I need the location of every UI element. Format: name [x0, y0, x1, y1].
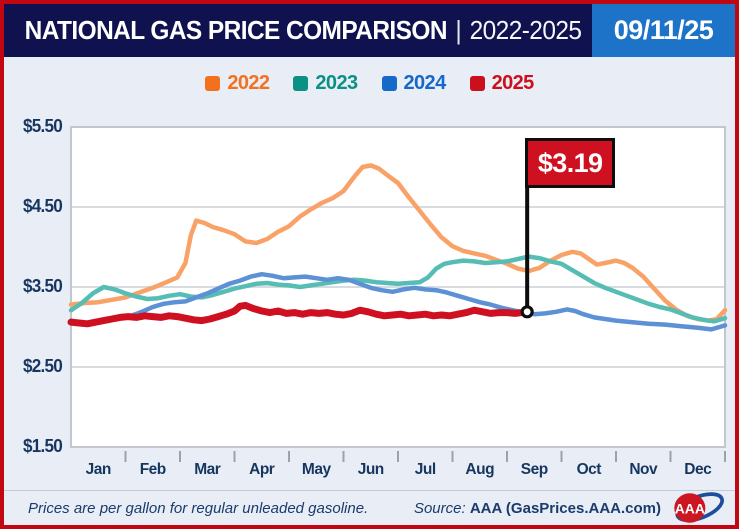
x-axis-label-nov: Nov: [629, 461, 658, 478]
price-marker: [520, 305, 534, 319]
legend-item-2022: 2022: [205, 71, 270, 95]
source-label: Source:: [413, 499, 466, 517]
legend-label: 2023: [315, 71, 358, 94]
source-value: AAA (GasPrices.AAA.com): [469, 499, 661, 517]
legend-swatch-icon: [469, 75, 485, 91]
title-range: 2022-2025: [469, 15, 582, 45]
series-line-2025: [67, 301, 531, 328]
x-axis-label-mar: Mar: [194, 461, 221, 478]
series-line-2023: [68, 254, 728, 324]
title-separator: |: [455, 15, 462, 45]
legend-swatch-icon: [293, 75, 309, 91]
aaa-logo-icon: AAA: [674, 492, 724, 523]
y-axis-label: $2.50: [23, 356, 63, 376]
x-axis-label-feb: Feb: [139, 461, 167, 478]
legend-item-2023: 2023: [293, 71, 358, 95]
x-axis-label-may: May: [301, 461, 331, 478]
series-line-2022: [68, 163, 728, 323]
chart-legend: 2022 2023 2024 2025: [0, 68, 739, 98]
x-axis-label-dec: Dec: [684, 461, 712, 478]
svg-text:AAA: AAA: [675, 501, 705, 517]
x-axis-label-jul: Jul: [414, 461, 436, 478]
legend-item-2024: 2024: [381, 71, 447, 95]
legend-swatch-icon: [381, 75, 397, 91]
title-main: NATIONAL GAS PRICE COMPARISON: [24, 15, 448, 45]
header-bar: NATIONAL GAS PRICE COMPARISON | 2022-2025 …: [4, 4, 735, 57]
legend-item-2025: 2025: [469, 71, 535, 95]
price-flag-label: $3.19: [537, 147, 603, 178]
source-credit: Source: AAA (GasPrices.AAA.com): [414, 500, 661, 517]
x-axis-label-apr: Apr: [249, 461, 275, 478]
x-axis-label-aug: Aug: [465, 461, 495, 478]
legend-label: 2025: [491, 71, 535, 94]
y-axis-label: $1.50: [23, 436, 63, 456]
series-line-2024: [68, 271, 728, 332]
y-axis-label: $5.50: [23, 116, 63, 136]
y-axis-label: $4.50: [23, 196, 63, 216]
plot-border: [70, 126, 726, 448]
legend-label: 2022: [227, 71, 270, 94]
legend-swatch-icon: [205, 75, 221, 91]
date-badge: 09/11/25: [592, 4, 735, 57]
legend-label: 2024: [403, 71, 447, 94]
price-flag: $3.19: [525, 138, 616, 188]
x-axis-label-oct: Oct: [576, 461, 602, 478]
footer: Prices are per gallon for regular unlead…: [4, 491, 735, 525]
x-axis-label-jun: Jun: [357, 461, 385, 478]
x-axis-label-jan: Jan: [85, 461, 112, 478]
page-title: NATIONAL GAS PRICE COMPARISON | 2022-2025: [4, 15, 582, 46]
footer-divider: [4, 490, 735, 491]
y-axis-label: $3.50: [23, 276, 63, 296]
footer-note: Prices are per gallon for regular unlead…: [28, 499, 369, 517]
x-axis-label-sep: Sep: [520, 461, 548, 478]
